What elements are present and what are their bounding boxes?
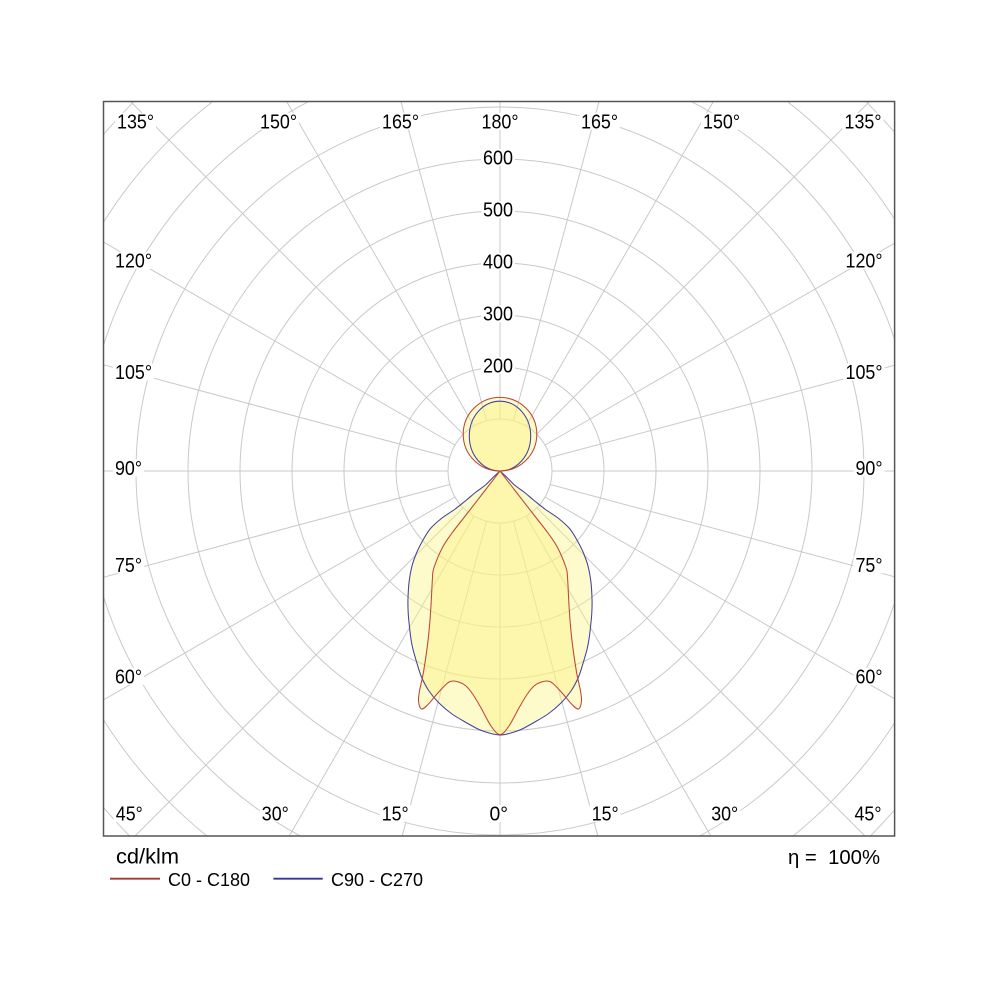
svg-text:15°: 15° [592,804,619,826]
svg-text:400: 400 [483,252,513,274]
svg-text:45°: 45° [116,804,143,826]
svg-text:C0 - C180: C0 - C180 [168,870,250,890]
svg-text:135°: 135° [845,111,882,133]
svg-text:30°: 30° [262,804,289,826]
svg-text:90°: 90° [115,458,142,480]
svg-text:105°: 105° [115,362,152,384]
svg-text:150°: 150° [703,111,740,133]
svg-text:200: 200 [483,356,513,378]
svg-text:300: 300 [483,304,513,326]
svg-text:0°: 0° [490,804,509,826]
svg-text:75°: 75° [856,555,883,577]
svg-text:30°: 30° [711,804,738,826]
svg-text:150°: 150° [260,111,297,133]
svg-text:15°: 15° [382,804,409,826]
svg-text:75°: 75° [115,555,142,577]
svg-text:90°: 90° [856,458,883,480]
svg-text:C90 - C270: C90 - C270 [331,870,423,890]
svg-text:45°: 45° [855,804,882,826]
svg-text:105°: 105° [846,362,883,384]
svg-text:165°: 165° [581,111,618,133]
svg-text:η = 100%: η = 100% [788,847,880,869]
svg-text:60°: 60° [856,666,883,688]
svg-text:180°: 180° [482,111,519,133]
svg-text:120°: 120° [115,250,152,272]
svg-text:500: 500 [483,200,513,222]
svg-text:60°: 60° [115,666,142,688]
svg-text:135°: 135° [117,111,154,133]
svg-text:600: 600 [483,148,513,170]
svg-text:cd/klm: cd/klm [116,845,179,868]
svg-text:165°: 165° [382,111,419,133]
svg-text:120°: 120° [846,250,883,272]
